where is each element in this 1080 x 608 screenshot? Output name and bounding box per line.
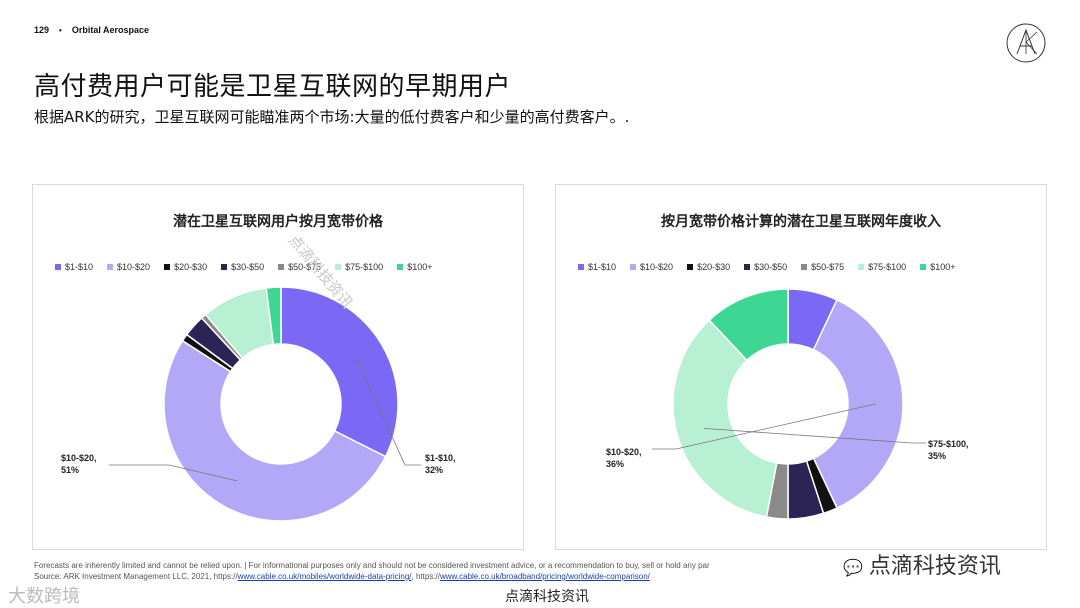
wechat-icon: 💬 xyxy=(843,558,863,577)
leader-line xyxy=(355,357,421,466)
header-bullet: • xyxy=(59,25,62,35)
legend-label: $10-$20 xyxy=(117,262,151,272)
page-subtitle: 根据ARK的研究，卫星互联网可能瞄准两个市场:大量的低付费客户和少量的高付费客户… xyxy=(34,108,630,126)
source-link-broadband-pricing[interactable]: www.cable.co.uk/broadband/pricing/worldw… xyxy=(440,572,650,581)
legend-item-100plus: $100+ xyxy=(397,262,432,272)
page-title: 高付费用户可能是卫星互联网的早期用户 xyxy=(34,72,512,102)
legend-item-30-50: $30-$50 xyxy=(221,262,264,272)
legend-label: $50-$75 xyxy=(811,262,845,272)
data-label: $10-$20, xyxy=(606,447,642,457)
chart-panel-revenue: 按月宽带价格计算的潜在卫星互联网年度收入 $1-$10 $10-$20 $20-$3… xyxy=(555,184,1047,550)
legend-label: $75-$100 xyxy=(345,262,384,272)
legend-label: $75-$100 xyxy=(868,262,907,272)
slice-10-20 xyxy=(163,339,387,522)
donut-chart-users: $1-$10, 32% $10-$20, 51% xyxy=(61,286,456,522)
source-prefix: Source: ARK Investment Management LLC, 2… xyxy=(34,572,238,581)
data-value-label: 32% xyxy=(425,465,443,475)
legend-item-20-30: $20-$30 xyxy=(164,262,207,272)
legend-label: $10-$20 xyxy=(640,262,674,272)
legend-swatch xyxy=(335,264,342,270)
legend-swatch xyxy=(221,264,228,270)
slice-10-20 xyxy=(812,298,904,510)
watermark-wechat-text: 点滴科技资讯 xyxy=(868,554,1001,579)
legend-swatch xyxy=(164,264,171,270)
leader-line xyxy=(703,428,926,444)
legend-swatch xyxy=(578,264,584,270)
legend-label: $50-$75 xyxy=(288,262,322,272)
chart-legend: $1-$10 $10-$20 $20-$30 $30-$50 $50-$75 $75-$1… xyxy=(578,262,969,272)
legend-item-50-75: $50-$75 xyxy=(278,262,321,272)
company-name: Orbital Aerospace xyxy=(71,25,150,35)
chart-panel-users: 潜在卫星互联网用户按月宽带价格 $1-$10 $10-$20 $20-$30 $30-… xyxy=(32,184,524,550)
legend-item-1-10: $1-$10 xyxy=(55,262,93,272)
legend-item-10-20: $10-$20 xyxy=(630,262,673,272)
legend-item-1-10: $1-$10 xyxy=(578,262,616,272)
legend-swatch xyxy=(107,264,114,270)
legend-label: $30-$50 xyxy=(754,262,788,272)
chart-title: 潜在卫星互联网用户按月宽带价格 xyxy=(173,214,383,230)
data-value-label: 51% xyxy=(61,465,79,475)
source-link-mobile-pricing[interactable]: www.cable.co.uk/mobiles/worldwide-data-p… xyxy=(237,572,412,581)
page-number: 129 xyxy=(34,25,50,35)
footnote: Forecasts are inherently limited and can… xyxy=(34,560,934,582)
data-label: $10-$20, xyxy=(61,453,97,463)
page-header: 129 • Orbital Aerospace xyxy=(34,25,149,35)
leader-line xyxy=(652,403,876,450)
slice-1-10 xyxy=(280,286,399,458)
legend-swatch xyxy=(630,264,637,270)
legend-item-10-20: $10-$20 xyxy=(107,262,150,272)
ark-logo-icon xyxy=(1006,23,1046,63)
slice-100plus xyxy=(265,286,282,346)
watermark-bottom-left: 大数跨境 xyxy=(8,586,80,607)
legend-item-50-75: $50-$75 xyxy=(801,262,844,272)
watermark-bottom-center: 点滴科技资讯 xyxy=(505,589,589,605)
footnote-source: Source: ARK Investment Management LLC, 2… xyxy=(34,571,934,582)
chart-title: 按月宽带价格计算的潜在卫星互联网年度收入 xyxy=(661,214,941,230)
legend-swatch xyxy=(55,264,61,270)
legend-swatch xyxy=(920,264,927,270)
slice-75-100 xyxy=(672,319,778,518)
legend-swatch xyxy=(858,264,865,270)
legend-label: $1-$10 xyxy=(65,262,94,272)
slice-100plus xyxy=(708,288,789,362)
legend-item-75-100: $75-$100 xyxy=(858,262,906,272)
data-label: $75-$100, xyxy=(928,439,969,449)
watermark-wechat: 💬 点滴科技资讯 xyxy=(843,548,1001,580)
data-value-label: 36% xyxy=(606,459,624,469)
legend-label: $20-$30 xyxy=(174,262,208,272)
data-label: $1-$10, xyxy=(425,453,456,463)
legend-swatch xyxy=(801,264,808,270)
legend-swatch xyxy=(278,264,285,270)
legend-label: $1-$10 xyxy=(588,262,617,272)
legend-label: $20-$30 xyxy=(697,262,731,272)
legend-item-30-50: $30-$50 xyxy=(744,262,787,272)
data-value-label: 35% xyxy=(928,451,946,461)
legend-label: $30-$50 xyxy=(231,262,265,272)
footnote-disclaimer: Forecasts are inherently limited and can… xyxy=(34,561,710,570)
source-mid: , https:// xyxy=(411,572,440,581)
legend-label: $100+ xyxy=(930,262,956,272)
donut-chart-revenue: $10-$20, 36% $75-$100, 35% xyxy=(606,288,969,520)
legend-swatch xyxy=(744,264,751,270)
legend-swatch xyxy=(687,264,694,270)
legend-item-20-30: $20-$30 xyxy=(687,262,730,272)
legend-item-100plus: $100+ xyxy=(920,262,955,272)
chart-legend: $1-$10 $10-$20 $20-$30 $30-$50 $50-$75 $75-$1… xyxy=(55,262,446,272)
legend-swatch xyxy=(397,264,404,270)
legend-item-75-100: $75-$100 xyxy=(335,262,383,272)
legend-label: $100+ xyxy=(407,262,433,272)
leader-line xyxy=(109,464,238,482)
